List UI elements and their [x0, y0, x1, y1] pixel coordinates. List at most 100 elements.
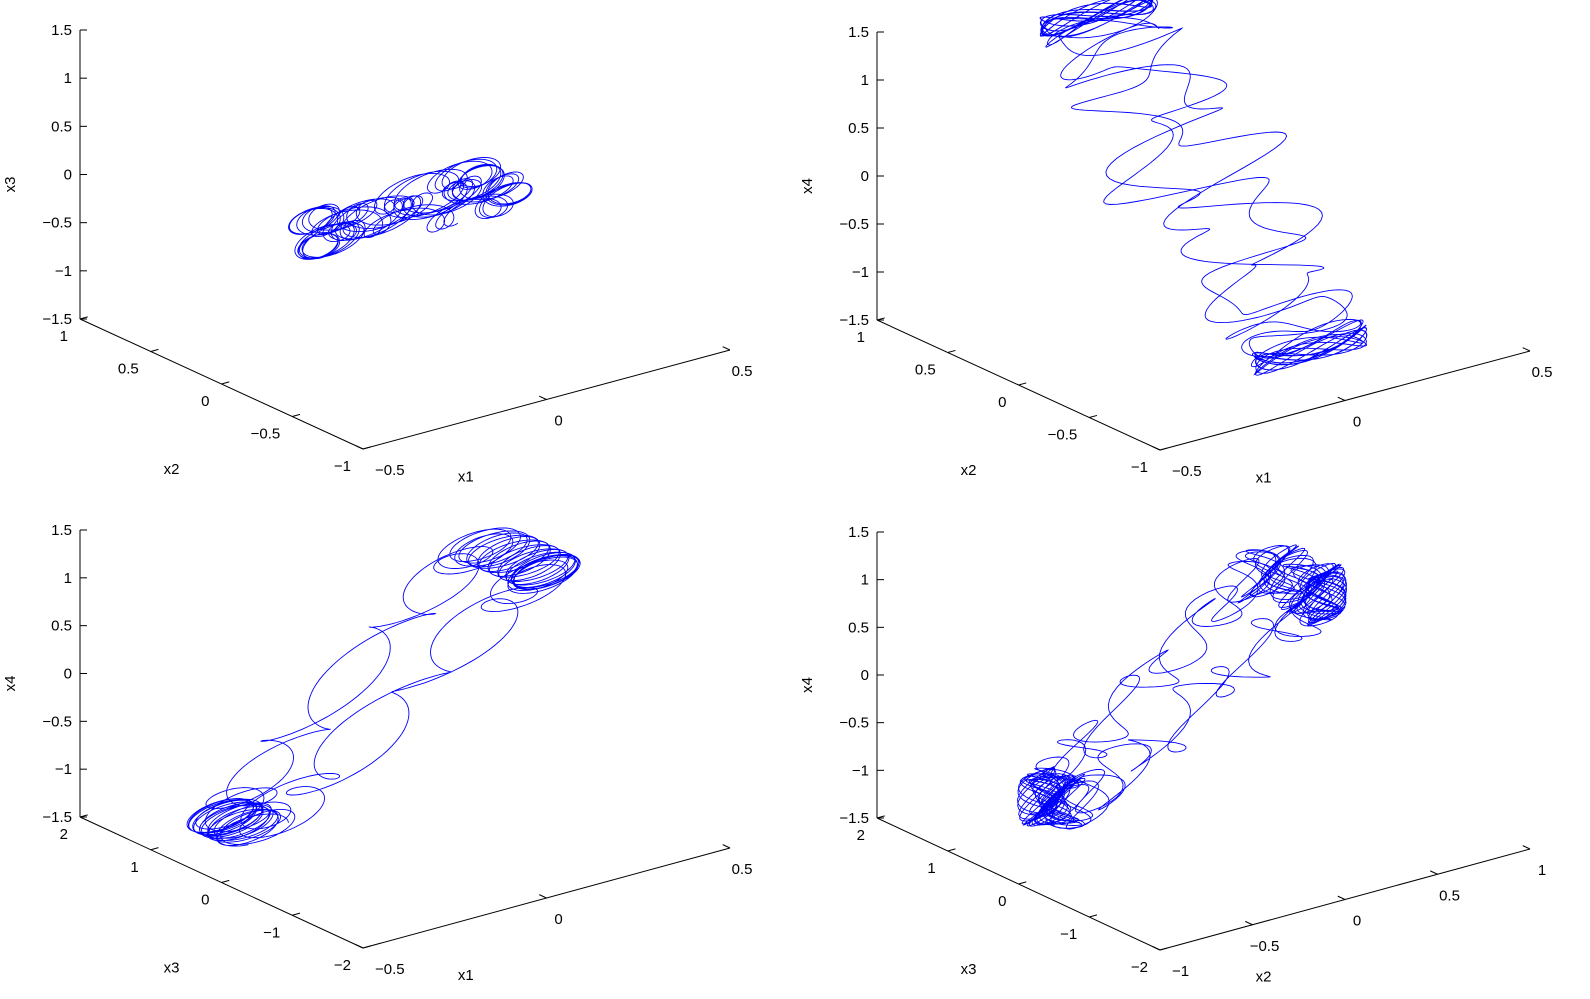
x-tick-label: 0	[554, 911, 562, 928]
trajectory-line	[1017, 544, 1348, 830]
y-tick-label: 0.5	[118, 361, 139, 378]
y-tick-label: −0.5	[251, 426, 281, 443]
z-tick-label: 1.5	[848, 524, 869, 541]
z-tick-label: 1	[861, 572, 869, 589]
x-tick-mark	[355, 445, 364, 450]
subplot-3: −1.5 −1 −0.5 0 0.5 1 1.5 −2 −1 0 1 2 −0.5 0 0.5 x4 x3 x1	[2, 522, 752, 984]
z-tick-label: −1	[55, 761, 72, 778]
y-tick-mark	[1089, 914, 1098, 918]
y-axis-label: x3	[164, 960, 180, 977]
y-tick-label: −1	[263, 924, 280, 941]
x-tick-label: −1	[1172, 963, 1189, 980]
y-tick-label: 0.5	[915, 362, 936, 379]
y-tick-mark	[292, 912, 301, 916]
y-tick-mark	[947, 848, 956, 852]
y-tick-label: −1	[1131, 459, 1148, 476]
x-tick-label: 0	[1353, 913, 1361, 930]
x-tick-label: −0.5	[375, 462, 405, 479]
x-tick-mark	[722, 844, 731, 849]
y-tick-mark	[221, 879, 230, 883]
z-tick-label: −1	[852, 762, 869, 779]
y-tick-mark	[1089, 414, 1098, 418]
y-tick-label: −1	[1060, 926, 1077, 943]
x-tick-mark	[1152, 946, 1161, 951]
z-tick-label: −0.5	[42, 713, 72, 730]
y-tick-label: 0	[998, 394, 1006, 411]
z-tick-label: 0	[861, 667, 869, 684]
y-tick-label: 2	[60, 826, 68, 843]
y-axis-label: x2	[961, 462, 977, 479]
x-tick-label: 1	[1538, 862, 1546, 879]
z-tick-label: 1	[861, 72, 869, 89]
x-tick-label: 0.5	[1532, 364, 1553, 381]
y-tick-mark	[221, 381, 230, 385]
x-tick-mark	[1337, 396, 1346, 401]
y-tick-mark	[1159, 447, 1168, 451]
z-axis-label: x4	[2, 676, 19, 692]
y-tick-mark	[79, 814, 88, 818]
y-tick-mark	[150, 348, 159, 352]
z-tick-label: −0.5	[42, 215, 72, 232]
x-tick-label: −0.5	[375, 961, 405, 978]
y-tick-mark	[876, 317, 885, 321]
x-tick-label: 0	[554, 413, 562, 430]
z-tick-label: −1.5	[42, 311, 72, 328]
z-tick-label: −1	[55, 263, 72, 280]
y-tick-label: −2	[1131, 959, 1148, 976]
y-tick-mark	[876, 815, 885, 819]
z-tick-label: −1.5	[839, 810, 869, 827]
x-tick-mark	[1522, 845, 1531, 850]
x-tick-mark	[1522, 347, 1531, 352]
x-tick-label: −0.5	[1250, 938, 1280, 955]
z-tick-label: 0.5	[51, 118, 72, 135]
y-tick-mark	[1018, 881, 1027, 885]
x-tick-mark	[1152, 446, 1161, 451]
z-tick-label: 1.5	[51, 22, 72, 39]
subplot-4: −1.5 −1 −0.5 0 0.5 1 1.5 −2 −1 0 1 2 −1 −0.5 0 0.5 1 x4 x3…	[799, 524, 1546, 986]
y-tick-mark	[947, 349, 956, 353]
x-tick-mark	[539, 395, 547, 400]
y-tick-label: 1	[857, 329, 865, 346]
y-tick-mark	[1159, 947, 1168, 951]
z-tick-label: 0	[64, 167, 72, 184]
trajectory-line	[288, 157, 533, 260]
z-axis-label: x3	[2, 177, 19, 193]
y-tick-label: −0.5	[1048, 427, 1078, 444]
y-tick-mark	[79, 316, 88, 320]
z-tick-label: 1	[64, 570, 72, 587]
y-tick-label: 2	[857, 827, 865, 844]
y-tick-label: 1	[60, 328, 68, 345]
z-tick-label: −1.5	[42, 809, 72, 826]
y-tick-label: −1	[334, 458, 351, 475]
z-tick-label: 1.5	[848, 24, 869, 41]
subplot-1: −1.5 −1 −0.5 0 0.5 1 1.5 −1 −0.5 0 0.5 1 −0.5 0 0.5 x3 x…	[2, 22, 752, 485]
x-tick-mark	[722, 346, 731, 351]
y-tick-label: 1	[927, 860, 935, 877]
z-tick-label: −0.5	[839, 715, 869, 732]
z-tick-label: −0.5	[839, 216, 869, 233]
trajectory-line	[1039, 0, 1368, 376]
x-axis-label: x1	[458, 468, 474, 485]
z-axis-label: x4	[799, 178, 816, 194]
z-tick-label: 0.5	[51, 618, 72, 635]
x-tick-mark	[1245, 920, 1253, 926]
z-tick-label: 1	[64, 70, 72, 87]
y-tick-label: −2	[334, 957, 351, 974]
z-tick-label: −1	[852, 264, 869, 281]
trajectory-line	[186, 527, 581, 847]
x-axis-label: x1	[458, 967, 474, 984]
z-tick-label: −1.5	[839, 312, 869, 329]
x-tick-label: 0.5	[732, 861, 753, 878]
y-axis-label: x2	[164, 461, 180, 478]
z-tick-label: 0	[861, 168, 869, 185]
y-tick-label: 0	[201, 393, 209, 410]
x-tick-mark	[1337, 895, 1346, 900]
y-tick-label: 1	[130, 859, 138, 876]
x-tick-mark	[539, 894, 547, 899]
y-tick-label: 0	[998, 893, 1006, 910]
y-tick-mark	[362, 446, 371, 450]
z-tick-label: 0.5	[848, 120, 869, 137]
z-tick-label: 1.5	[51, 522, 72, 539]
z-axis-label: x4	[799, 677, 816, 693]
